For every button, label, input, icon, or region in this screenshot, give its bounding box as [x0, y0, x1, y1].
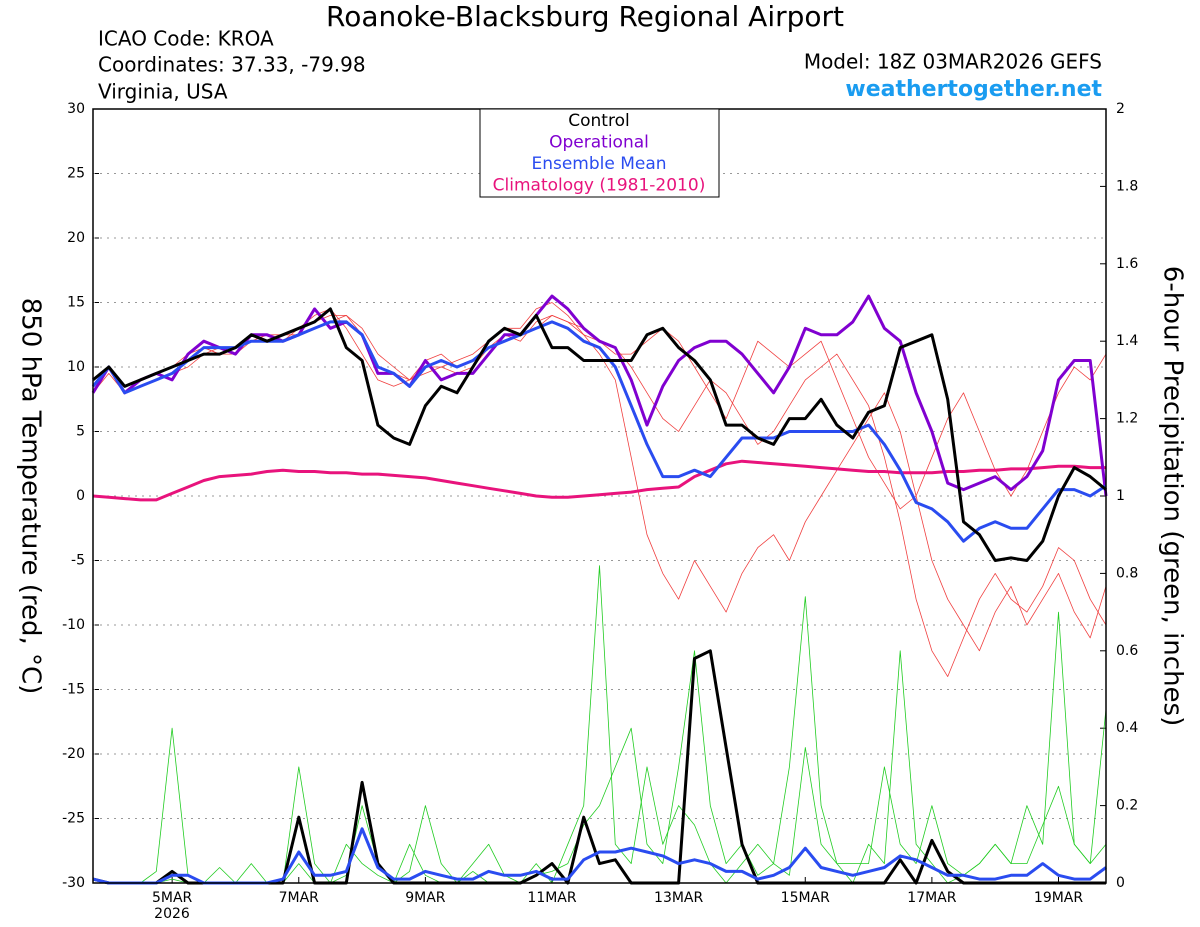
y-tick-label: -15: [62, 682, 85, 698]
y-tick-label: 0: [76, 488, 85, 504]
y2-tick-label: 0.6: [1116, 643, 1138, 659]
y-tick-label: -25: [62, 811, 85, 827]
y2-tick-label: 1.2: [1116, 411, 1138, 427]
member-line: [93, 596, 1107, 884]
y2-tick-label: 0.8: [1116, 565, 1138, 581]
y2-tick-label: 1.4: [1116, 333, 1138, 349]
y-tick-label: 15: [67, 295, 85, 311]
y2-tick-label: 2: [1116, 101, 1125, 117]
x-tick-label: 19MAR: [1034, 890, 1083, 906]
x-tick-label: 15MAR: [781, 890, 830, 906]
y2-tick-label: 1: [1116, 488, 1125, 504]
legend-entry: Climatology (1981-2010): [493, 176, 706, 196]
y-tick-label: 20: [67, 230, 85, 246]
y-axis-label: 850 hPa Temperature (red, °C): [16, 298, 46, 695]
info-line: Virginia, USA: [98, 80, 228, 104]
member-line: [92, 302, 1107, 652]
info-line: Coordinates: 37.33, -79.98: [98, 53, 366, 77]
y-tick-label: 30: [67, 101, 85, 117]
model-label: Model: 18Z 03MAR2026 GEFS: [804, 50, 1102, 74]
y2-axis-label: 6-hour Precipitation (green, inches): [1158, 266, 1188, 726]
plot-area: [91, 108, 1108, 885]
legend-entry: Operational: [549, 133, 649, 153]
y-tick-label: -20: [62, 746, 85, 762]
x-tick-label: 17MAR: [907, 890, 956, 906]
y2-tick-label: 0: [1116, 875, 1125, 891]
y2-tick-label: 1.6: [1116, 256, 1138, 272]
y-tick-label: 10: [67, 359, 85, 375]
series-line: [92, 649, 1106, 885]
member-line: [92, 565, 1107, 884]
series-line: [92, 307, 1107, 562]
source-label: weathertogether.net: [845, 77, 1102, 102]
legend-entry: Ensemble Mean: [531, 154, 666, 174]
series-line: [92, 459, 1106, 502]
y2-tick-label: 1.8: [1116, 178, 1138, 194]
legend-entry: Control: [568, 111, 629, 131]
series-line: [91, 320, 1107, 543]
chart-title: Roanoke-Blacksburg Regional Airport: [326, 0, 844, 33]
legend-box: [479, 108, 720, 198]
x-tick-label: 9MAR: [405, 890, 446, 906]
y-tick-label: -10: [62, 617, 85, 633]
x-tick-label: 11MAR: [527, 890, 576, 906]
y2-tick-label: 0.4: [1116, 720, 1138, 736]
info-line: ICAO Code: KROA: [98, 27, 274, 51]
series-line: [91, 294, 1108, 497]
y-tick-label: 25: [67, 166, 85, 182]
x-tick-label: 5MAR: [152, 890, 193, 906]
y-tick-label: -5: [71, 553, 85, 569]
x-tick-label: 13MAR: [654, 890, 703, 906]
y-tick-label: 5: [76, 424, 85, 440]
x-tick-label: 7MAR: [279, 890, 320, 906]
y2-tick-label: 0.2: [1116, 798, 1138, 814]
series-line: [92, 827, 1107, 885]
y-tick-label: -30: [62, 875, 85, 891]
x-sublabel: 2026: [154, 906, 190, 922]
